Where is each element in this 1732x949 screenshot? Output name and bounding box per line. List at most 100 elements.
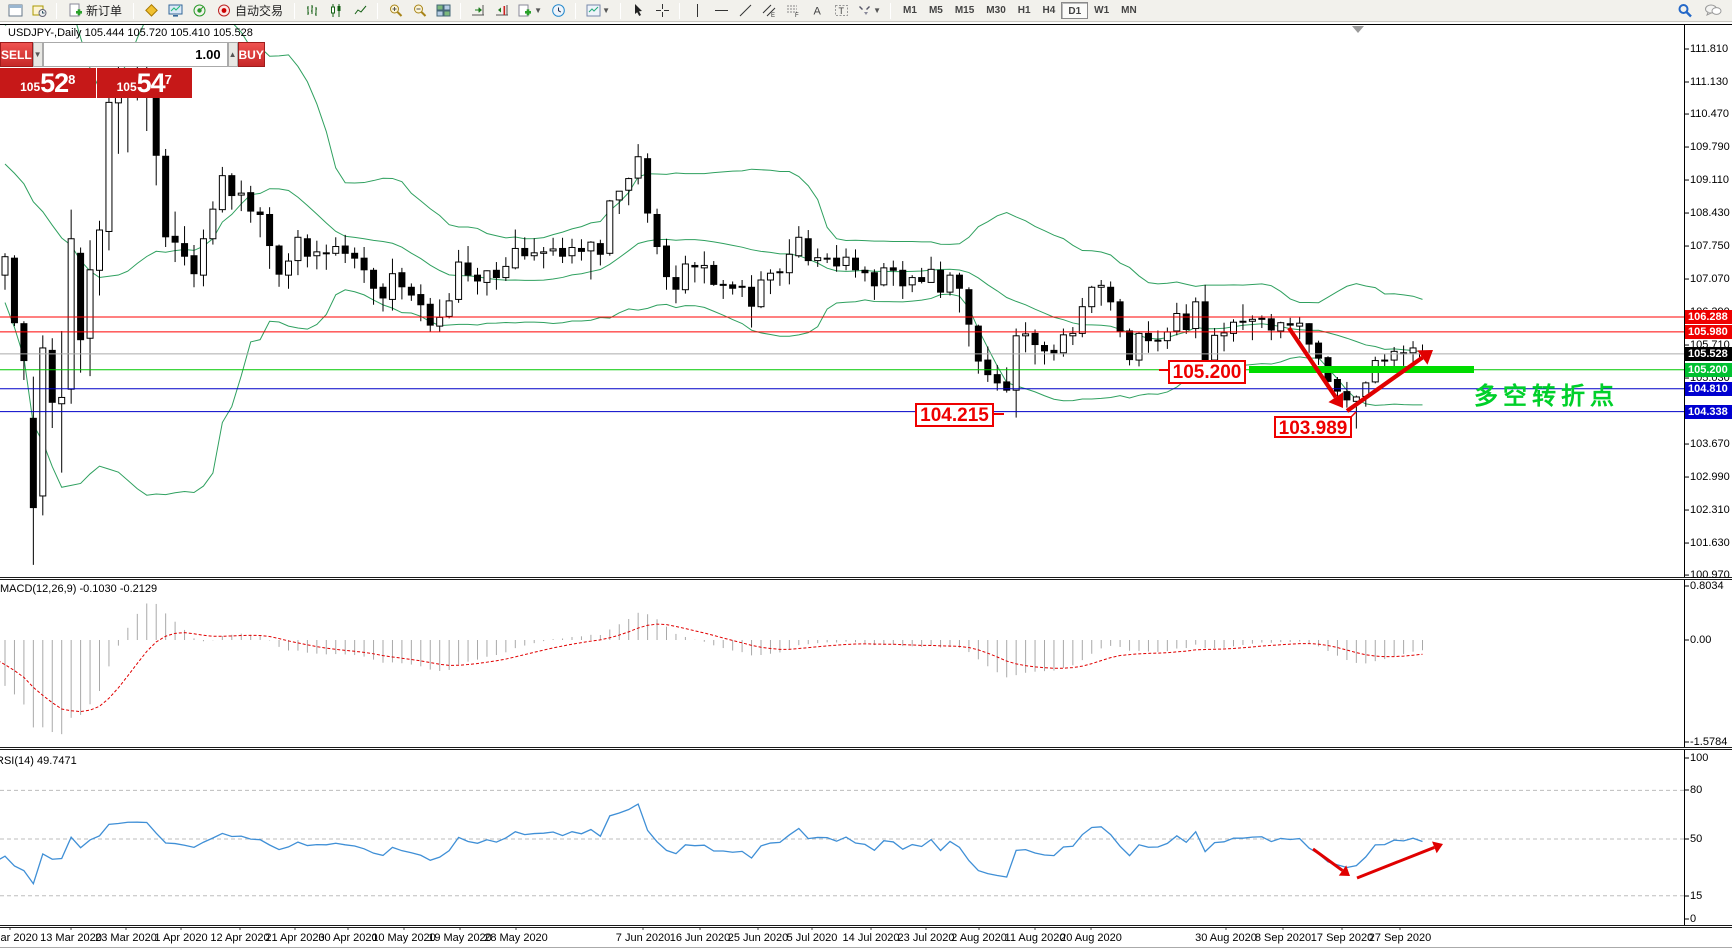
volume-increase-button[interactable]: ▲: [227, 42, 238, 67]
candlestick-mode-icon[interactable]: [325, 2, 347, 20]
chart-clock-icon[interactable]: [547, 2, 569, 20]
timeframe-button-m30[interactable]: M30: [986, 5, 1006, 16]
indicator-list-icon[interactable]: ▼: [582, 2, 614, 20]
bar-chart-mode-icon[interactable]: [301, 2, 323, 20]
price-label-104215[interactable]: 104.215: [915, 403, 994, 427]
ask-pips: 54: [136, 68, 166, 98]
bid-big-figure: 105: [20, 80, 41, 94]
fibonacci-tool-icon[interactable]: F: [782, 2, 804, 20]
timeframe-bar: M1 M5 M15 M30 H1 H4 D1 W1 MN: [897, 2, 1143, 19]
price-axis-label: 102.990: [1690, 471, 1730, 484]
rsi-axis-label: 50: [1690, 833, 1703, 845]
price-label-103989[interactable]: 103.989: [1274, 416, 1352, 439]
price-axis-badge: 104.338: [1685, 404, 1732, 419]
market-watch-icon[interactable]: [164, 2, 186, 20]
price-axis-label: 108.430: [1690, 207, 1730, 220]
metaeditor-icon[interactable]: [140, 2, 162, 20]
price-label-105200[interactable]: 105.200: [1168, 360, 1246, 384]
price-axis-label: 103.670: [1690, 438, 1730, 451]
text-tool-icon[interactable]: A: [806, 2, 828, 20]
autotrading-button[interactable]: 自动交易: [212, 2, 288, 20]
ask-quote[interactable]: 105 54 7: [96, 68, 192, 98]
timeframe-button-h4[interactable]: H4: [1042, 5, 1056, 16]
price-axis-label: 109.790: [1690, 141, 1730, 154]
bollinger-band: [4, 163, 1423, 353]
date-axis-label: 30 Aug 2020: [1195, 932, 1257, 944]
arrows-tool-icon[interactable]: ▼: [854, 2, 884, 20]
toolbar-separator: [294, 2, 296, 19]
timeframe-button-m5[interactable]: M5: [928, 5, 943, 16]
timeframe-button-m1[interactable]: M1: [903, 5, 917, 16]
timeframe-button-mn[interactable]: MN: [1121, 5, 1137, 16]
zoom-in-icon[interactable]: [384, 2, 406, 20]
price-axis-label: 107.750: [1690, 240, 1730, 253]
svg-text:A: A: [813, 6, 821, 18]
date-axis-label: 1 Apr 2020: [154, 932, 208, 944]
timeframe-button-w1[interactable]: W1: [1094, 5, 1110, 16]
timeframe-button-m15[interactable]: M15: [954, 5, 975, 16]
toolbar-separator: [890, 2, 892, 19]
strategy-tester-icon[interactable]: [188, 2, 210, 20]
price-axis-label: 102.310: [1690, 504, 1730, 517]
sell-button[interactable]: SELL: [0, 42, 33, 67]
channel-tool-icon[interactable]: E: [758, 2, 780, 20]
chart-profiles-icon[interactable]: [28, 2, 50, 20]
bid-pipette: 8: [68, 72, 76, 87]
crosshair-icon[interactable]: [651, 2, 673, 20]
indicators-add-icon[interactable]: ▼: [515, 2, 545, 20]
ask-big-figure: 105: [116, 80, 137, 94]
volume-decrease-button[interactable]: ▼: [32, 42, 43, 67]
bid-quote[interactable]: 105 52 8: [0, 68, 96, 98]
turning-point-text[interactable]: 多空转折点: [1474, 383, 1619, 410]
date-axis-label: 27 Sep 2020: [1368, 932, 1432, 944]
buy-button[interactable]: BUY: [237, 42, 265, 67]
line-chart-mode-icon[interactable]: [349, 2, 371, 20]
date-axis-label: 16 Jun 2020: [669, 932, 731, 944]
date-axis-label: 14 Jul 2020: [842, 932, 900, 944]
price-axis-badge: 105.980: [1685, 324, 1732, 339]
bid-pips: 52: [40, 68, 69, 98]
dropdown-caret-icon: ▼: [602, 6, 610, 15]
bollinger-band: [4, 25, 1423, 304]
scroll-position-marker-icon[interactable]: [1352, 26, 1364, 33]
volume-input[interactable]: [42, 42, 228, 67]
toolbar-separator: [133, 2, 135, 19]
horizontal-line-tool-icon[interactable]: [710, 2, 732, 20]
rsi-axis-label: 15: [1690, 890, 1703, 902]
rsi-panel: [0, 789, 1684, 897]
trendline-tool-icon[interactable]: [734, 2, 756, 20]
date-axis-label: 19 May 2020: [428, 932, 492, 944]
toolbar-separator: [56, 2, 57, 19]
date-axis-label: 12 Apr 2020: [210, 932, 270, 944]
price-axis-badge: 105.528: [1685, 346, 1732, 361]
timeframe-button-d1[interactable]: D1: [1061, 2, 1089, 19]
ask-pipette: 7: [164, 72, 172, 87]
macd-axis-label: 0.00: [1690, 634, 1712, 646]
new-order-label: 新订单: [86, 4, 123, 18]
new-order-button[interactable]: 新订单: [63, 2, 127, 20]
date-axis-label: 8 Sep 2020: [1254, 932, 1312, 944]
candles: [1, 53, 1426, 565]
zoom-out-icon[interactable]: [408, 2, 430, 20]
search-icon[interactable]: [1674, 2, 1696, 20]
price-axis-badge: 106.288: [1685, 309, 1732, 324]
panel-separator[interactable]: [0, 577, 1732, 580]
chat-icon[interactable]: [1702, 2, 1724, 20]
toolbar-separator: [620, 2, 622, 19]
panel-separator[interactable]: [0, 747, 1732, 750]
tile-windows-icon[interactable]: [432, 2, 454, 20]
timeframe-button-h1[interactable]: H1: [1017, 5, 1031, 16]
vertical-line-tool-icon[interactable]: [686, 2, 708, 20]
new-chart-icon[interactable]: [4, 2, 26, 20]
cursor-icon[interactable]: [627, 2, 649, 20]
price-axis-badge: 104.810: [1685, 381, 1732, 396]
panel-separator[interactable]: [0, 925, 1732, 928]
date-axis-label: 7 Jun 2020: [615, 932, 671, 944]
chart-shift-icon[interactable]: [491, 2, 513, 20]
label-tool-icon[interactable]: T: [830, 2, 852, 20]
autotrading-icon: [218, 4, 231, 17]
svg-text:F: F: [795, 13, 799, 18]
macd-axis-label: 0.8034: [1690, 580, 1724, 592]
auto-scroll-icon[interactable]: [467, 2, 489, 20]
